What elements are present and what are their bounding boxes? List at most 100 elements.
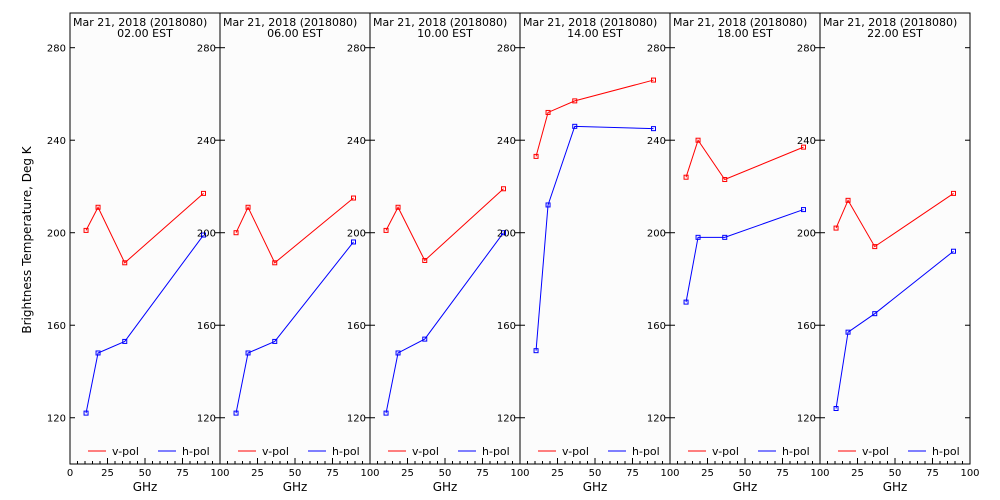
panel-title: Mar 21, 2018 (2018080): [823, 16, 957, 29]
series-line-hpol: [535, 125, 654, 351]
data-point-vpol: [395, 204, 401, 210]
x-tick-label: 100: [660, 468, 679, 479]
data-point-vpol: [272, 260, 278, 266]
panel-title: Mar 21, 2018 (2018080): [523, 16, 657, 29]
x-tick-label: 100: [810, 468, 829, 479]
panel-frame: [669, 12, 821, 465]
y-tick-label: 120: [47, 414, 66, 425]
y-tick-label: 280: [347, 44, 366, 55]
x-tick-label: 75: [926, 468, 939, 479]
series-line-hpol: [235, 241, 354, 414]
series-line-vpol: [685, 139, 804, 181]
y-tick-label: 200: [197, 229, 216, 240]
x-tick-label: 75: [326, 468, 339, 479]
series-line-vpol: [385, 188, 504, 262]
x-tick-label: 25: [851, 468, 864, 479]
x-tick-label: 100: [960, 468, 979, 479]
panel-frame: [219, 12, 371, 465]
data-point-vpol: [951, 190, 956, 196]
y-tick-label: 280: [197, 44, 216, 55]
y-tick-label: 200: [647, 229, 666, 240]
data-point-vpol: [801, 144, 806, 150]
data-point-vpol: [201, 190, 206, 196]
series-line-hpol: [835, 250, 954, 409]
data-point-vpol: [233, 230, 239, 236]
series-line-hpol: [685, 209, 804, 303]
data-point-hpol: [422, 336, 428, 342]
y-axis-label: Brightness Temperature, Deg K: [20, 145, 34, 333]
y-tick-label: 280: [47, 44, 66, 55]
data-point-vpol: [845, 197, 851, 203]
data-point-vpol: [695, 137, 701, 143]
data-point-hpol: [872, 311, 878, 317]
y-tick-label: 200: [347, 229, 366, 240]
series-line-hpol: [385, 232, 504, 414]
data-point-hpol: [533, 348, 539, 354]
data-point-hpol: [695, 234, 701, 240]
y-tick-label: 160: [47, 321, 66, 332]
x-tick-label: 75: [776, 468, 789, 479]
y-tick-label: 240: [647, 136, 666, 147]
x-axis-label: GHz: [133, 480, 158, 494]
y-tick-label: 160: [197, 321, 216, 332]
x-tick-label: 25: [101, 468, 114, 479]
panel-subtitle: 10.00 EST: [417, 27, 473, 40]
panel-subtitle: 14.00 EST: [567, 27, 623, 40]
legend-label-vpol: v-pol: [262, 445, 289, 458]
y-tick-label: 240: [497, 136, 516, 147]
data-point-hpol: [201, 232, 206, 238]
data-point-hpol: [545, 202, 551, 208]
x-tick-label: 100: [360, 468, 379, 479]
x-tick-label: 100: [510, 468, 529, 479]
data-point-vpol: [533, 153, 539, 159]
data-point-vpol: [95, 204, 101, 210]
y-tick-label: 240: [47, 136, 66, 147]
data-point-hpol: [233, 410, 239, 416]
panel-1: Mar 21, 2018 (2018080)02.00 EST 120 160 200…: [47, 12, 230, 494]
panel-subtitle: 18.00 EST: [717, 27, 773, 40]
x-tick-label: 50: [289, 468, 302, 479]
panel-frame: [369, 12, 521, 465]
x-tick-label: 50: [739, 468, 752, 479]
y-tick-label: 240: [197, 136, 216, 147]
panel-title: Mar 21, 2018 (2018080): [373, 16, 507, 29]
panel-frame: [819, 12, 971, 465]
data-point-vpol: [722, 177, 728, 183]
legend-label-hpol: h-pol: [332, 445, 360, 458]
data-point-hpol: [83, 410, 89, 416]
x-tick-label: 50: [439, 468, 452, 479]
x-tick-label: 75: [626, 468, 639, 479]
x-axis-label: GHz: [733, 480, 758, 494]
x-tick-label: 75: [476, 468, 489, 479]
data-point-vpol: [383, 227, 389, 233]
data-point-vpol: [872, 244, 878, 250]
x-tick-label: 100: [210, 468, 229, 479]
x-tick-label: 25: [401, 468, 414, 479]
data-point-hpol: [245, 350, 251, 356]
x-axis-label: GHz: [433, 480, 458, 494]
x-tick-label: 25: [251, 468, 264, 479]
data-point-vpol: [545, 109, 551, 115]
data-point-hpol: [683, 299, 689, 305]
legend-label-vpol: v-pol: [112, 445, 139, 458]
y-tick-label: 280: [797, 44, 816, 55]
legend-label-hpol: h-pol: [632, 445, 660, 458]
y-tick-label: 240: [797, 136, 816, 147]
x-tick-label: 50: [589, 468, 602, 479]
data-point-hpol: [383, 410, 389, 416]
data-point-hpol: [845, 329, 851, 335]
data-point-vpol: [833, 225, 839, 231]
panel-title: Mar 21, 2018 (2018080): [73, 16, 207, 29]
y-tick-label: 120: [647, 414, 666, 425]
series-line-vpol: [535, 79, 654, 157]
data-point-vpol: [351, 195, 356, 201]
series-line-hpol: [85, 234, 204, 414]
series-line-vpol: [85, 193, 204, 264]
data-point-vpol: [572, 98, 578, 104]
x-axis-label: GHz: [883, 480, 908, 494]
data-point-hpol: [501, 230, 506, 236]
data-point-vpol: [422, 257, 428, 263]
data-point-hpol: [801, 207, 806, 213]
data-point-hpol: [951, 248, 956, 254]
